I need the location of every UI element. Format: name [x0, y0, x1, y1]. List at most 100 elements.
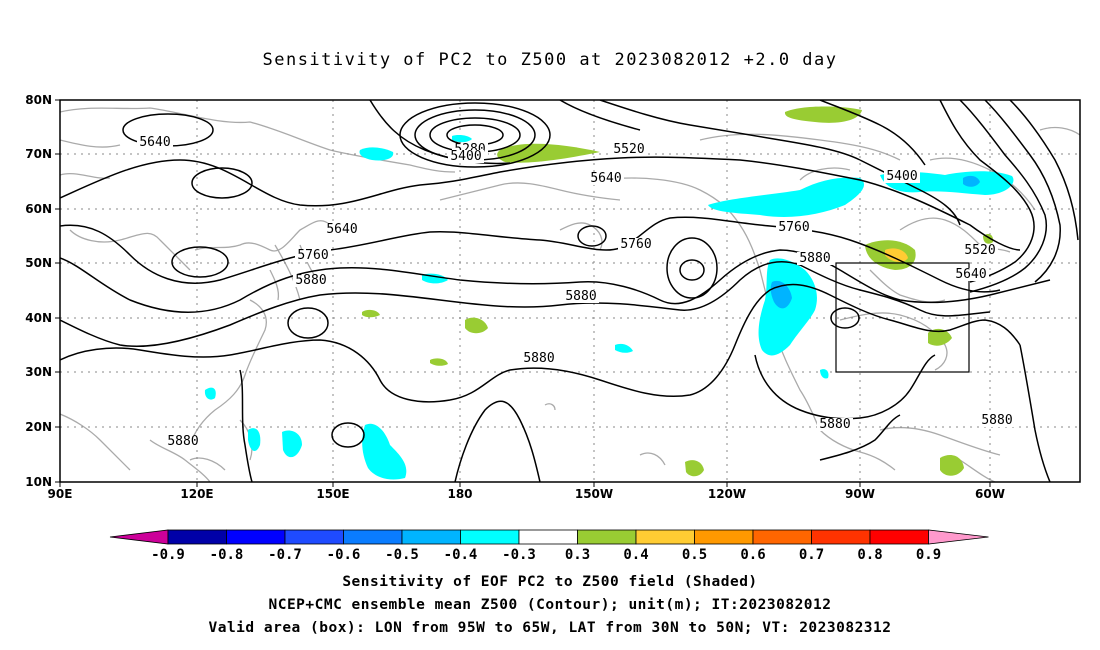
- lat-label: 80N: [25, 93, 52, 107]
- contour-label: 5880: [523, 351, 554, 366]
- colorbar-label: 0.3: [565, 547, 590, 563]
- latitude-labels: 80N 70N 60N 50N 40N 30N 20N 10N: [25, 93, 52, 489]
- shade-cyan: [615, 343, 633, 353]
- caption-shading: Sensitivity of EOF PC2 to Z500 field (Sh…: [342, 574, 758, 590]
- caption-contour: NCEP+CMC ensemble mean Z500 (Contour); u…: [268, 597, 832, 613]
- colorbar-low-arrow: [109, 529, 169, 545]
- shade-green: [784, 106, 862, 123]
- shade-cyan: [452, 135, 472, 143]
- shade-green: [685, 460, 704, 477]
- colorbar-segment: [518, 529, 578, 545]
- shade-cyan: [820, 369, 829, 379]
- contour-label-bg: [295, 249, 331, 262]
- contour-label-bg: [884, 170, 920, 183]
- lat-label: 30N: [25, 365, 52, 379]
- colorbar-segment: [460, 529, 520, 545]
- colorbar-segment: [694, 529, 754, 545]
- colorbar-segment: [167, 529, 227, 545]
- contour-label-bg: [962, 244, 998, 257]
- contour-label-bg: [448, 150, 484, 163]
- map-plot-area: [60, 100, 1080, 482]
- lon-label: 90E: [48, 487, 73, 501]
- contour-label: 5640: [139, 135, 170, 150]
- lon-label: 60W: [975, 487, 1005, 501]
- sensitivity-shading: [204, 106, 1014, 480]
- colorbar: -0.9 -0.8 -0.7 -0.6 -0.5 -0.4 -0.3 0.3 0.4 0.5 0.6…: [109, 529, 989, 563]
- colorbar-segment: [401, 529, 461, 545]
- colorbar-label: -0.7: [268, 547, 302, 563]
- colorbar-label: 0.9: [916, 547, 941, 563]
- plot-frame: [59, 99, 1081, 483]
- contour-label: 5400: [450, 149, 481, 164]
- colorbar-segment: [343, 529, 403, 545]
- contour-label: 5880: [799, 251, 830, 266]
- colorbar-label: 0.4: [623, 547, 648, 563]
- colorbar-label: 0.6: [740, 547, 765, 563]
- contour-label-bg: [979, 414, 1015, 427]
- colorbar-segment: [226, 529, 286, 545]
- contour-label-bg: [776, 221, 812, 234]
- colorbar-segment: [635, 529, 695, 545]
- contour-label: 5760: [778, 220, 809, 235]
- lat-label: 10N: [25, 475, 52, 489]
- coastlines: [60, 107, 1080, 482]
- contour-label: 5400: [886, 169, 917, 184]
- colorbar-high-arrow: [928, 529, 989, 545]
- colorbar-label: -0.8: [210, 547, 244, 563]
- lon-label: 120W: [708, 487, 746, 501]
- lat-label: 50N: [25, 256, 52, 270]
- colorbar-segment: [811, 529, 871, 545]
- contour-label-bg: [953, 268, 989, 281]
- map-title: Sensitivity of PC2 to Z500 at 2023082012…: [262, 50, 838, 70]
- z500-contours: [60, 100, 1079, 482]
- contour-label: 5520: [964, 243, 995, 258]
- contour-label-bg: [165, 435, 201, 448]
- contour-label-bg: [324, 223, 360, 236]
- colorbar-label: -0.9: [151, 547, 185, 563]
- shade-green: [497, 143, 600, 163]
- colorbar-segment: [869, 529, 929, 545]
- lon-label: 120E: [180, 487, 213, 501]
- contour-label: 5880: [295, 273, 326, 288]
- contour-label-bg: [817, 418, 853, 431]
- lat-label: 20N: [25, 420, 52, 434]
- shade-green: [940, 455, 964, 476]
- lon-label: 90W: [845, 487, 875, 501]
- colorbar-segment: [577, 529, 637, 545]
- valid-area-box: [835, 262, 970, 373]
- colorbar-label: -0.6: [327, 547, 361, 563]
- colorbar-label: 0.7: [799, 547, 824, 563]
- shade-blue: [963, 175, 980, 187]
- contour-label: 5640: [590, 171, 621, 186]
- contour-label: 5640: [326, 222, 357, 237]
- contour-label-bg: [588, 172, 624, 185]
- shade-cyan: [204, 387, 216, 400]
- longitude-labels: 90E 120E 150E 180 150W 120W 90W 60W: [48, 487, 1005, 501]
- colorbar-label: 0.8: [857, 547, 882, 563]
- contour-label: 5880: [819, 417, 850, 432]
- shade-green: [362, 309, 380, 318]
- contour-label: 5760: [620, 237, 651, 252]
- contour-label-bg: [797, 252, 833, 265]
- contour-label: 5880: [167, 434, 198, 449]
- lat-label: 60N: [25, 202, 52, 216]
- contour-label-bg: [293, 274, 329, 287]
- shade-cyan: [359, 147, 394, 161]
- contour-label-bg: [618, 238, 654, 251]
- shade-green: [465, 317, 488, 334]
- contour-label-bg: [563, 290, 599, 303]
- contour-label: 5640: [955, 267, 986, 282]
- contour-label-bg: [611, 143, 647, 156]
- colorbar-label: -0.4: [444, 547, 478, 563]
- shade-green: [430, 358, 448, 366]
- shade-cyan: [708, 177, 865, 217]
- lon-label: 180: [447, 487, 472, 501]
- shade-cyan: [362, 423, 407, 480]
- shade-cyan: [758, 258, 817, 356]
- colorbar-segment: [284, 529, 344, 545]
- contour-label-bg: [137, 136, 173, 149]
- lon-label: 150E: [316, 487, 349, 501]
- contour-label: 5760: [297, 248, 328, 263]
